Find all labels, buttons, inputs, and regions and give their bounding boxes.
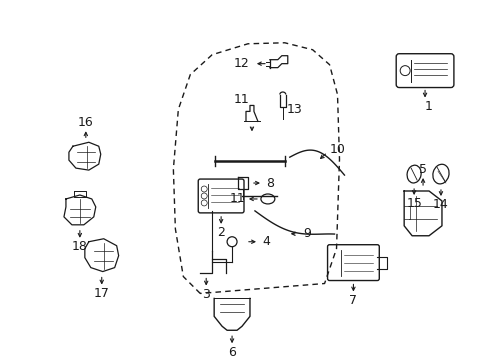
Text: 18: 18 bbox=[72, 240, 88, 253]
Text: 3: 3 bbox=[202, 288, 210, 301]
Text: 7: 7 bbox=[349, 294, 357, 307]
Text: 12: 12 bbox=[234, 57, 249, 70]
Text: 11: 11 bbox=[234, 93, 249, 106]
Text: 4: 4 bbox=[262, 235, 269, 248]
Text: 8: 8 bbox=[265, 176, 273, 189]
Text: 6: 6 bbox=[228, 346, 236, 359]
Text: 1: 1 bbox=[424, 100, 432, 113]
Text: 17: 17 bbox=[94, 287, 109, 300]
Text: 11: 11 bbox=[230, 193, 245, 206]
Text: 14: 14 bbox=[432, 198, 448, 211]
Text: 15: 15 bbox=[406, 197, 421, 211]
Text: 5: 5 bbox=[418, 163, 426, 176]
Text: 2: 2 bbox=[217, 226, 224, 239]
Text: 9: 9 bbox=[303, 227, 311, 240]
Text: 13: 13 bbox=[286, 103, 302, 116]
Text: 10: 10 bbox=[329, 143, 345, 156]
Text: 16: 16 bbox=[78, 116, 94, 129]
